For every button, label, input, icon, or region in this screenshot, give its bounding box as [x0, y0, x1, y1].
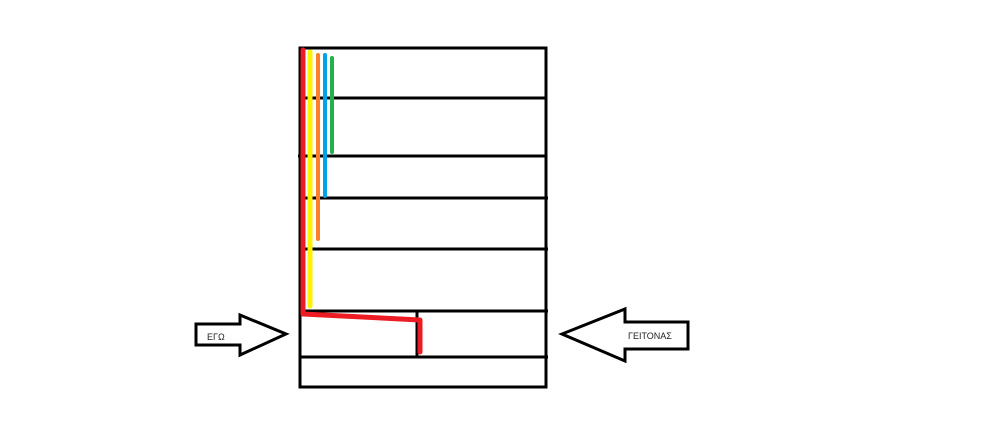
- right-arrow-icon: [194, 312, 290, 358]
- right-arrow-label: ΓΕΙΤΟΝΑΣ: [628, 331, 672, 341]
- red-line: [300, 47, 423, 355]
- colored-lines: [300, 47, 423, 355]
- building-outline: [298, 46, 548, 389]
- left-arrow: ΕΓΩ: [194, 312, 290, 358]
- building: [298, 46, 548, 389]
- left-arrow-icon: [558, 306, 690, 364]
- right-arrow: ΓΕΙΤΟΝΑΣ: [558, 306, 690, 364]
- left-arrow-label: ΕΓΩ: [207, 332, 225, 342]
